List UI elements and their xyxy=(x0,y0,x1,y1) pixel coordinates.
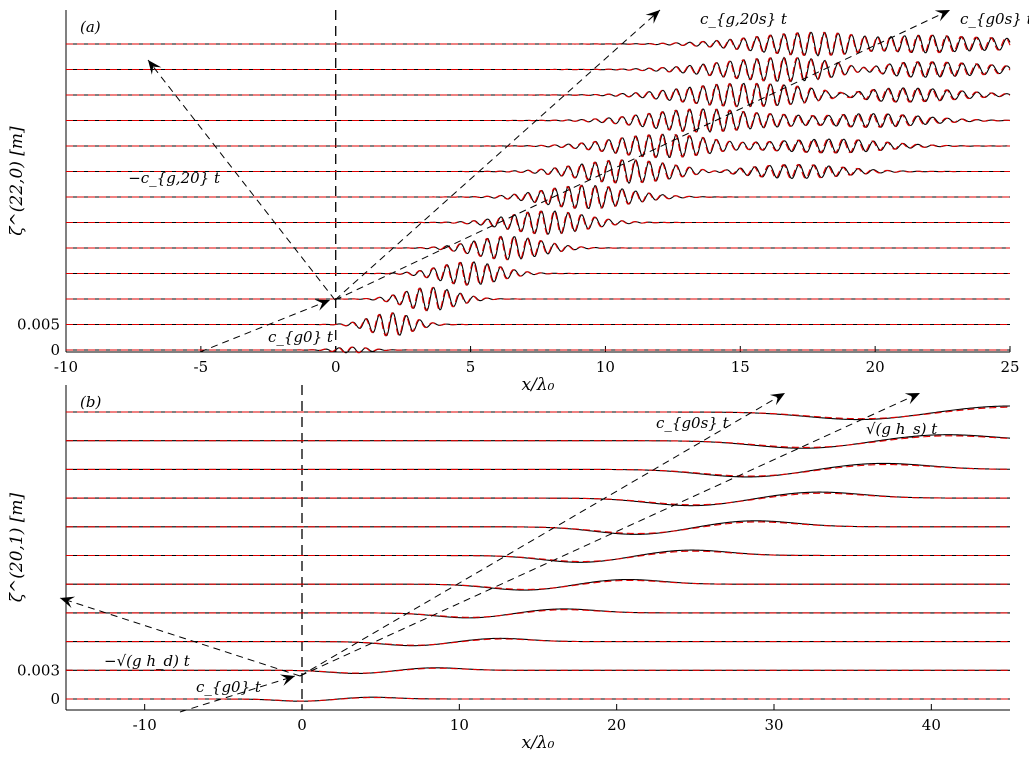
x-axis-label: x/λ₀ xyxy=(522,375,555,395)
trace-solid xyxy=(66,637,1010,647)
trace-dashed xyxy=(66,133,1010,159)
trace-solid xyxy=(66,696,1010,702)
arrow-3-line xyxy=(179,675,296,713)
trace-dashed xyxy=(66,579,1010,590)
arrow-1-head xyxy=(904,393,920,405)
y-tick-label: 0.005 xyxy=(17,316,60,334)
annotation-2: −c_{g,20} t xyxy=(128,169,221,187)
trace-dashed xyxy=(66,346,1010,354)
arrow-0-head xyxy=(645,10,660,24)
trace-solid xyxy=(66,667,1010,675)
x-tick-label: 0 xyxy=(331,358,341,376)
y-axis-label: ζ^(22,0) [m] xyxy=(7,126,27,236)
x-tick-label: 5 xyxy=(466,358,476,376)
annotation-0: c_{g,20s} t xyxy=(700,10,788,28)
y-tick-label: 0 xyxy=(50,690,60,708)
trace-solid xyxy=(66,210,1010,236)
arrow-1-line xyxy=(334,9,951,301)
annotation-0: c_{g0s} t xyxy=(656,414,730,432)
trace-solid xyxy=(66,82,1011,108)
trace-dashed xyxy=(66,235,1010,261)
panel-a: -10 -5 0 5 10 15 20 25 0 0.005 c_{g,20s} t c_{g0s} … xyxy=(7,9,1029,395)
arrow-3-head xyxy=(279,674,295,686)
arrow-1-head xyxy=(934,10,950,22)
trace-dashed xyxy=(66,108,1011,133)
trace-dashed xyxy=(66,697,1010,702)
arrow-2-head xyxy=(60,596,76,609)
panel-label: (a) xyxy=(80,18,101,36)
trace-dashed xyxy=(66,31,1011,57)
y-axis-label: ζ^(20,1) [m] xyxy=(7,492,27,602)
x-tick-label: 0 xyxy=(297,716,307,734)
y-tick-label: 0.003 xyxy=(17,661,60,679)
x-tick-label: 40 xyxy=(922,716,941,734)
arrow-2-head xyxy=(148,60,162,75)
trace-dashed xyxy=(66,184,1010,210)
trace-dashed xyxy=(66,82,1011,108)
arrow-2-line xyxy=(59,597,301,677)
y-tick-label: 0 xyxy=(50,341,60,359)
trace-dashed xyxy=(66,406,1011,420)
trace-solid xyxy=(66,549,1010,563)
x-axis-label: x/λ₀ xyxy=(522,733,555,753)
arrow-0-line xyxy=(299,392,786,677)
trace-dashed xyxy=(66,492,1010,506)
x-tick-label: 20 xyxy=(607,716,626,734)
x-tick-label: 20 xyxy=(866,358,885,376)
trace-dashed xyxy=(66,159,1010,184)
annotation-1: √(g h_s) t xyxy=(866,420,938,438)
trace-solid xyxy=(66,608,1010,619)
x-tick-label: 10 xyxy=(450,716,469,734)
trace-dashed xyxy=(66,56,1011,83)
arrow-3-head xyxy=(314,299,330,311)
trace-dashed xyxy=(66,550,1010,563)
trace-solid xyxy=(66,184,1010,210)
trace-dashed xyxy=(66,638,1010,646)
trace-solid xyxy=(66,578,1010,591)
trace-dashed xyxy=(66,667,1010,674)
trace-solid xyxy=(66,520,1010,535)
trace-solid xyxy=(66,108,1011,133)
trace-dashed xyxy=(66,312,1010,337)
trace-dashed xyxy=(66,609,1010,618)
arrow-0-line xyxy=(334,9,661,301)
panel-label: (b) xyxy=(80,393,101,411)
trace-dashed xyxy=(66,286,1010,312)
annotation-3: c_{g0} t xyxy=(196,678,262,696)
x-tick-label: -10 xyxy=(133,716,157,734)
trace-dashed xyxy=(66,210,1010,235)
x-tick-label: 10 xyxy=(596,358,615,376)
annotation-3: c_{g0} t xyxy=(268,328,334,346)
trace-solid xyxy=(66,56,1011,83)
x-tick-label: 25 xyxy=(1000,358,1019,376)
x-tick-label: 15 xyxy=(731,358,750,376)
trace-dashed xyxy=(66,521,1010,535)
annotation-1: c_{g0s} t xyxy=(960,10,1029,28)
arrow-2-line xyxy=(147,59,336,301)
trace-dashed xyxy=(66,435,1011,448)
panel-b: -10 0 10 20 30 40 0 0.003 c_{g0s} t √(g h_s) t −√(… xyxy=(7,385,1011,753)
trace-solid xyxy=(66,405,1010,421)
trace-dashed xyxy=(66,261,1010,286)
trace-solid xyxy=(66,31,1011,57)
x-tick-label: -10 xyxy=(54,358,78,376)
annotation-2: −√(g h_d) t xyxy=(104,652,191,670)
arrow-0-head xyxy=(769,393,785,406)
x-tick-label: 30 xyxy=(764,716,783,734)
trace-solid xyxy=(66,491,1010,507)
x-tick-label: -5 xyxy=(194,358,209,376)
trace-dashed xyxy=(66,464,1011,477)
arrow-1-line xyxy=(299,392,921,677)
